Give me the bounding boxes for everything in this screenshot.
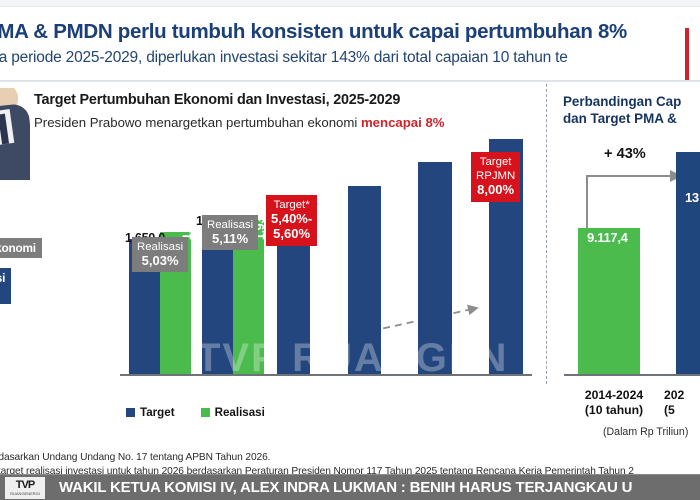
right-panel-title: Perbandingan Cap dan Target PMA & — [563, 93, 681, 127]
annotation-target-rpjmn-line2: RPJMN — [476, 170, 516, 183]
legend-swatch-target — [126, 408, 135, 417]
annotation-realisasi-2024: Realisasi 5,03% — [132, 237, 189, 273]
bar-target-2027 — [348, 185, 381, 374]
right-panel-title-line1: Perbandingan Cap — [563, 94, 682, 109]
bar-value-target: 13 — [685, 190, 699, 205]
annotation-realisasi-2025-line2: 5,11% — [212, 231, 249, 247]
chart-pma-pmdn-comparison: + 43% 9.117,4 13 — [546, 140, 700, 390]
annotation-target-rpjmn: Target RPJMN 8,00% — [471, 152, 521, 202]
growth-bracket-arrow-icon — [586, 170, 682, 236]
chart-baseline — [120, 373, 532, 376]
left-panel-subtitle-highlight: mencapai 8% — [360, 115, 445, 130]
left-panel-subtitle: Presiden Prabowo menargetkan pertumbuhan… — [34, 115, 445, 130]
channel-logo[interactable]: TVP RUANGENERGI — [5, 476, 45, 499]
header-bottom-rule — [0, 80, 700, 82]
trend-arrow-icon — [347, 304, 479, 337]
headline: PMA & PMDN perlu tumbuh konsisten untuk … — [0, 20, 627, 43]
annotation-realisasi-2025-line1: Realisasi — [207, 219, 254, 231]
channel-logo-main: TVP — [15, 478, 35, 491]
ticker-headline: WAKIL KETUA KOMISI IV, ALEX INDRA LUKMAN… — [59, 479, 633, 496]
unit-note: (Dalam Rp Triliun) — [603, 426, 689, 438]
bar-target-2028 — [418, 161, 452, 374]
header-red-accent — [685, 28, 689, 82]
legend-label-target: Target — [140, 406, 175, 419]
bar-target-2025-2029 — [676, 151, 700, 374]
annotation-target-2026-line3: 5,60% — [273, 226, 311, 242]
axis-tag-investment-line1: si Investasi — [0, 271, 6, 285]
bottom-ticker-bar: TVP RUANGENERGI WAKIL KETUA KOMISI IV, A… — [0, 474, 700, 500]
left-panel-title: Target Pertumbuhan Ekonomi dan Investasi… — [34, 92, 401, 108]
legend-label-realisasi: Realisasi — [214, 406, 265, 419]
chart-right-baseline — [564, 373, 700, 376]
rxlabel-2025-2029-line1: 202 — [664, 388, 685, 402]
annotation-realisasi-2024-line2: 5,03% — [141, 253, 179, 269]
chart-investment-growth: 1.650,0 1.714,2 1.905,6 1.931,2 2.041,3*… — [0, 138, 546, 390]
header-banner: PMA & PMDN perlu tumbuh konsisten untuk … — [0, 0, 700, 82]
annotation-target-2026-line1: Target* — [273, 199, 310, 211]
legend-item-target[interactable]: Target — [126, 406, 175, 419]
annotation-target-2026-line2: 5,40%- — [271, 211, 313, 227]
panel-divider — [546, 84, 547, 384]
legend-item-realisasi[interactable]: Realisasi — [200, 406, 265, 419]
rxlabel-2014-2024-line2: (10 tahun) — [584, 403, 644, 417]
subheadline: ma periode 2025-2029, diperlukan investa… — [0, 49, 568, 66]
annotation-realisasi-2025: Realisasi 5,11% — [202, 215, 259, 251]
rxlabel-2025-2029: 202 (5 — [664, 388, 700, 418]
bar-capaian-2014-2024 — [578, 227, 640, 374]
axis-tag-investment: si Investasi un) — [0, 268, 12, 304]
bar-value-capaian: 9.117,4 — [587, 230, 628, 245]
left-panel-subtitle-text: Presiden Prabowo menargetkan pertumbuhan… — [34, 115, 361, 130]
legend-swatch-realisasi — [200, 408, 210, 417]
annotation-target-2026: Target* 5,40%- 5,60% — [266, 195, 318, 246]
footnote-line-2: an target realisasi investasi untuk tahu… — [0, 466, 634, 477]
rxlabel-2025-2029-line2: (5 — [664, 403, 675, 417]
growth-percentage-label: + 43% — [604, 146, 646, 162]
header-top-rule — [0, 0, 700, 7]
annotation-target-rpjmn-line3: 8,00% — [477, 182, 515, 198]
rxlabel-2014-2024: 2014-2024 (10 tahun) — [568, 388, 660, 418]
footnote-line-1: berdasarkan Undang Undang No. 17 tentang… — [0, 452, 271, 463]
annotation-target-rpjmn-line1: Target — [479, 156, 512, 168]
speaker-photo — [0, 88, 30, 180]
channel-logo-sub: RUANGENERGI — [10, 490, 40, 496]
chart-legend: Target Realisasi — [126, 406, 265, 419]
annotation-realisasi-2024-line1: Realisasi — [137, 241, 184, 253]
rxlabel-2014-2024-line1: 2014-2024 — [584, 388, 644, 402]
axis-tag-economic-growth: buhan Ekonomi — [0, 238, 42, 258]
right-panel-title-line2: dan Target PMA & — [563, 111, 677, 126]
bar-value-realisasi-2024: 1.714,2 — [180, 200, 194, 240]
